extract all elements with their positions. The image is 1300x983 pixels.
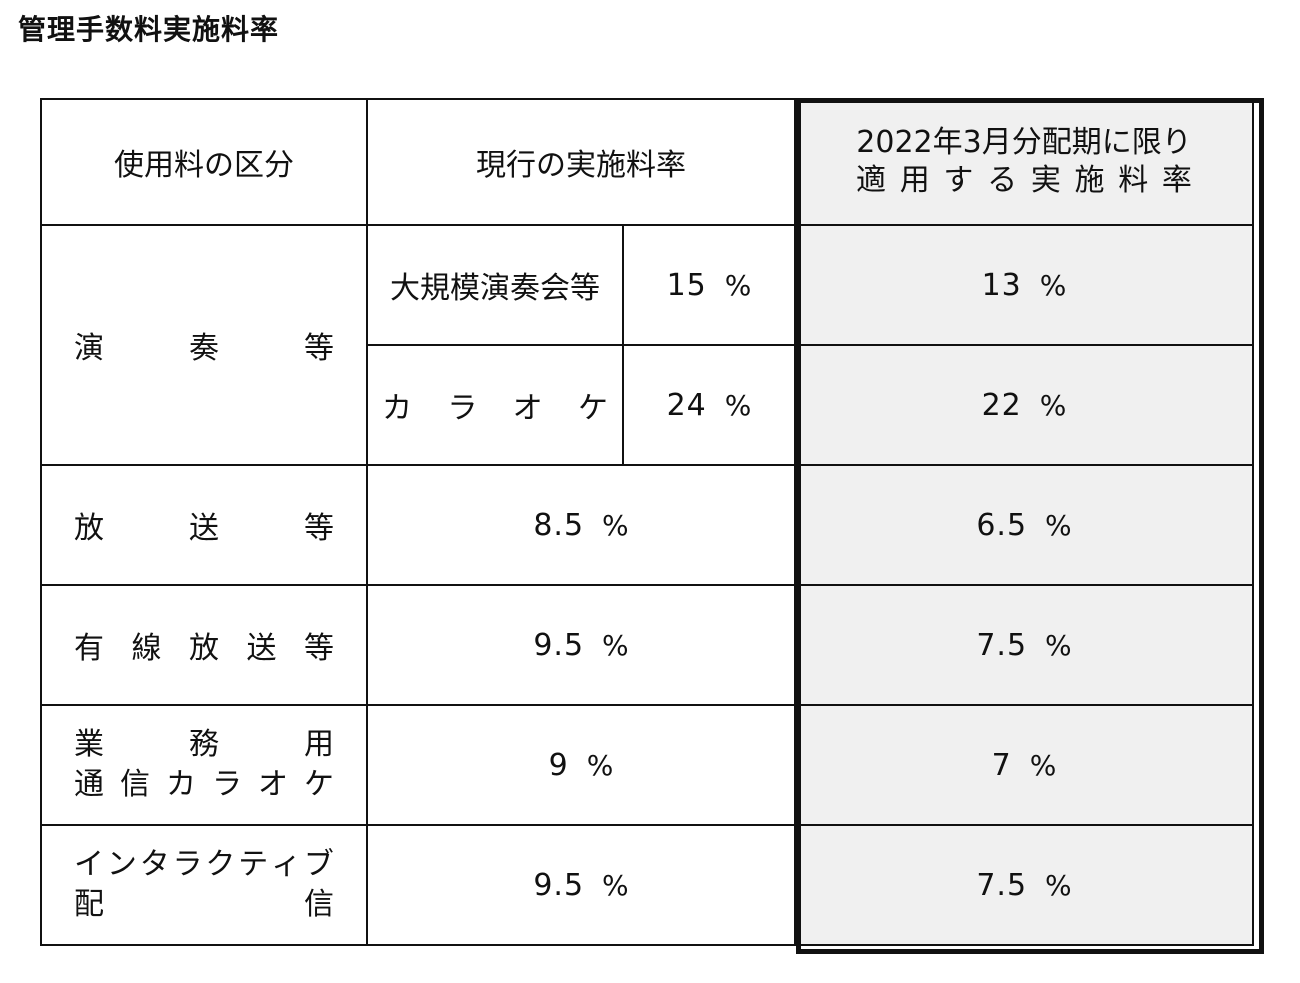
- table-row-large-concert: 演 奏 等 大規模演奏会等 15% 13%: [40, 224, 1254, 466]
- category-interactive: イ ン タ ラ ク テ ィ ブ 配 信: [40, 824, 368, 946]
- current-rate-interactive: 9.5%: [366, 824, 796, 946]
- header-special-rate: 2022年3月分配期に限り 適 用 す る 実 施 料 率: [794, 98, 1254, 226]
- category-broadcast: 放 送 等: [40, 464, 368, 586]
- special-rate-large-concert: 13%: [794, 224, 1254, 346]
- current-rate-broadcast: 8.5%: [366, 464, 796, 586]
- current-rate-karaoke: 24%: [622, 344, 796, 466]
- category-cable-broadcast: 有 線 放 送 等: [40, 584, 368, 706]
- page-title: 管理手数料実施料率: [18, 13, 280, 46]
- special-rate-interactive: 7.5%: [794, 824, 1254, 946]
- table-row-interactive: イ ン タ ラ ク テ ィ ブ 配 信 9.5% 7.5%: [40, 824, 1254, 946]
- current-rate-large-concert: 15%: [622, 224, 796, 346]
- table-row-karaoke: カ ラ オ ケ 24% 22%: [41, 344, 1254, 466]
- current-rate-business-karaoke: 9%: [366, 704, 796, 826]
- table-row-cable-broadcast: 有 線 放 送 等 9.5% 7.5%: [40, 584, 1254, 706]
- category-business-karaoke: 業 務 用 通 信 カ ラ オ ケ: [40, 704, 368, 826]
- special-rate-business-karaoke: 7%: [794, 704, 1254, 826]
- table-row-broadcast: 放 送 等 8.5% 6.5%: [40, 464, 1254, 586]
- header-row: 使用料の区分 現行の実施料率 2022年3月分配期に限り 適 用 す る 実 施…: [40, 98, 1254, 226]
- current-rate-cable-broadcast: 9.5%: [366, 584, 796, 706]
- header-current-rate: 現行の実施料率: [366, 98, 796, 226]
- table-row-business-karaoke: 業 務 用 通 信 カ ラ オ ケ 9% 7%: [40, 704, 1254, 826]
- subcategory-large-concert: 大規模演奏会等: [366, 224, 624, 346]
- subcategory-karaoke: カ ラ オ ケ: [366, 344, 624, 466]
- rate-table: 使用料の区分 現行の実施料率 2022年3月分配期に限り 適 用 す る 実 施…: [40, 98, 1254, 946]
- special-rate-karaoke: 22%: [794, 344, 1254, 466]
- header-special-line1: 2022年3月分配期に限り: [856, 125, 1192, 160]
- header-category: 使用料の区分: [40, 98, 368, 226]
- category-performance: 演 奏 等: [40, 224, 368, 466]
- special-rate-cable-broadcast: 7.5%: [794, 584, 1254, 706]
- header-special-line2: 適 用 す る 実 施 料 率: [856, 163, 1192, 198]
- special-rate-broadcast: 6.5%: [794, 464, 1254, 586]
